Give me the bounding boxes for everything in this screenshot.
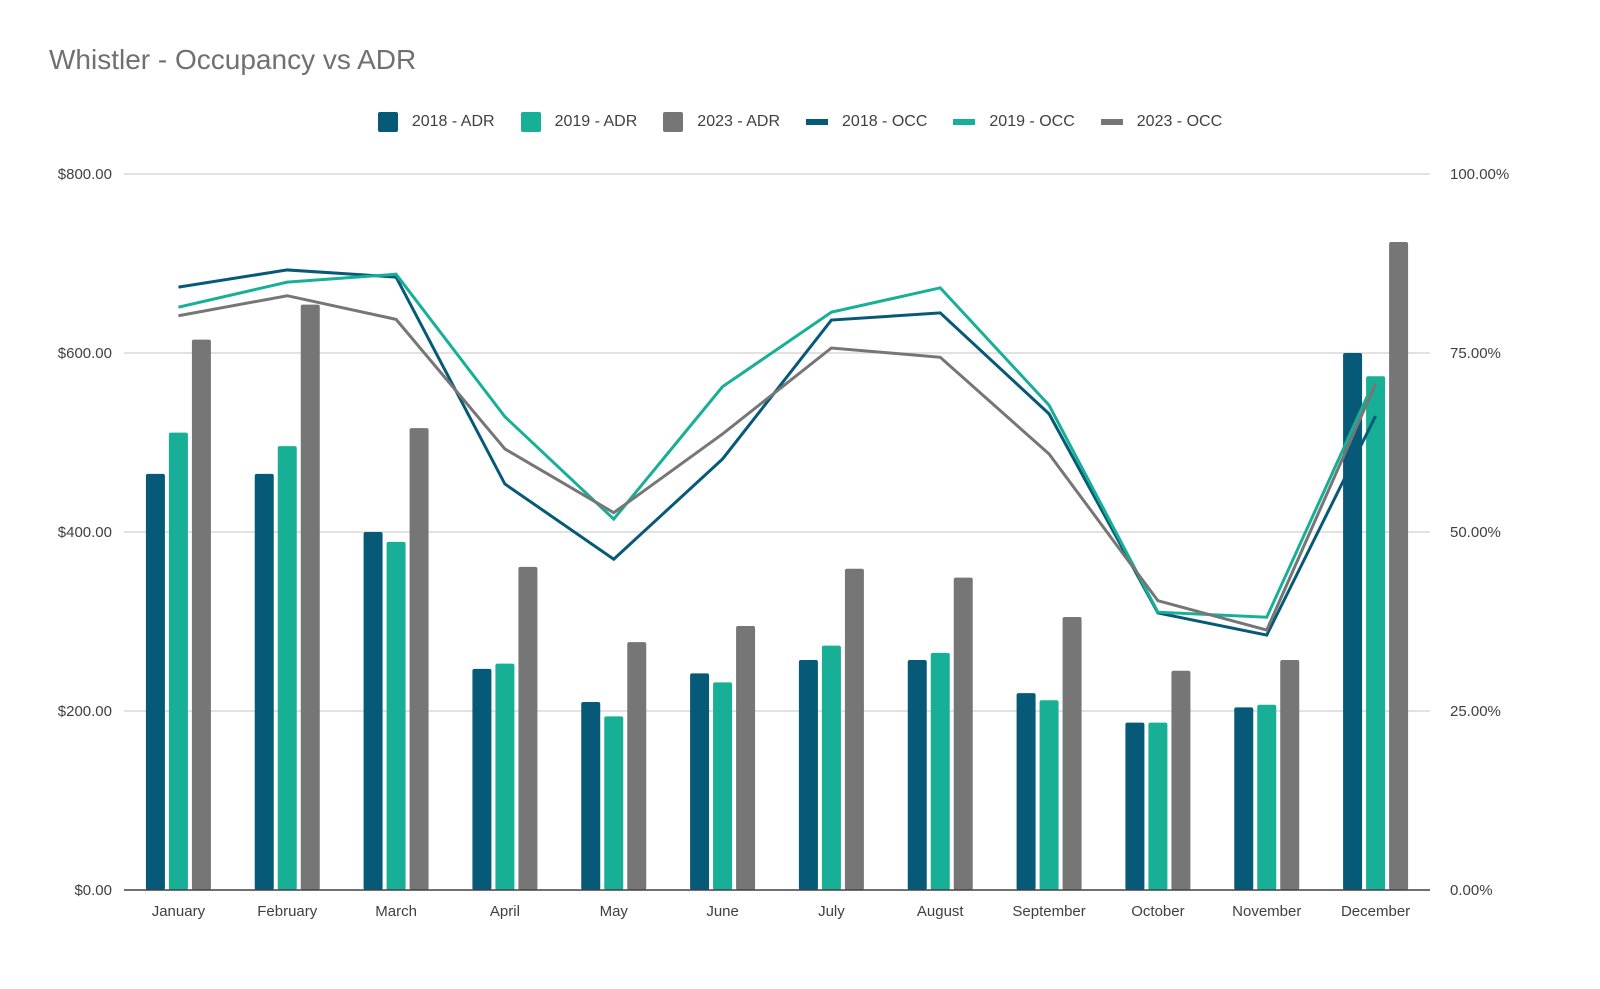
- legend-item-2018-occ: 2018 - OCC: [806, 112, 927, 132]
- lines: [178, 268, 1377, 637]
- bar-2019-adr-april: [495, 663, 515, 890]
- bar-2019-adr-november: [1257, 704, 1277, 890]
- bar-2023-adr-january: [191, 339, 211, 890]
- bar-2019-adr-december: [1366, 376, 1386, 890]
- bars: [145, 242, 1409, 890]
- legend: 2018 - ADR 2019 - ADR 2023 - ADR 2018 - …: [0, 112, 1600, 132]
- y-left-tick-label: $600.00: [58, 345, 112, 362]
- bar-2023-adr-july: [844, 568, 864, 890]
- legend-label: 2023 - ADR: [697, 113, 781, 130]
- y-right-tick-label: 100.00%: [1450, 166, 1509, 183]
- bar-2018-adr-april: [472, 668, 492, 890]
- bar-2023-adr-october: [1171, 670, 1191, 890]
- bar-2018-adr-november: [1234, 707, 1254, 890]
- legend-label: 2018 - OCC: [842, 113, 928, 130]
- y-right-tick-label: 0.00%: [1450, 882, 1493, 899]
- bar-2023-adr-june: [736, 625, 756, 890]
- bar-2023-adr-march: [409, 428, 429, 890]
- bar-2018-adr-december: [1343, 353, 1363, 890]
- legend-swatch: [953, 119, 976, 125]
- x-tick-label: October: [1131, 903, 1184, 920]
- x-tick-label: September: [1012, 903, 1085, 920]
- x-tick-label: November: [1232, 903, 1301, 920]
- legend-label: 2019 - OCC: [989, 113, 1075, 130]
- legend-swatch: [520, 112, 541, 132]
- bar-2023-adr-november: [1280, 659, 1300, 890]
- legend-swatch: [806, 119, 829, 125]
- bar-2018-adr-february: [254, 473, 274, 890]
- bar-2019-adr-june: [713, 682, 733, 890]
- legend-swatch: [1100, 119, 1123, 125]
- bar-2023-adr-may: [627, 642, 647, 890]
- line-2023-occ: [178, 294, 1377, 632]
- bar-2019-adr-july: [821, 645, 841, 890]
- y-right-tick-label: 75.00%: [1450, 345, 1501, 362]
- bar-2018-adr-march: [363, 532, 383, 890]
- bar-2023-adr-december: [1389, 242, 1409, 890]
- bar-2019-adr-september: [1039, 700, 1059, 890]
- bar-2023-adr-april: [518, 566, 538, 890]
- bar-2019-adr-january: [168, 432, 188, 890]
- gridlines: [124, 173, 1430, 712]
- chart-title: Whistler - Occupancy vs ADR: [49, 44, 417, 75]
- legend-swatch: [377, 112, 398, 132]
- x-tick-label: April: [490, 903, 520, 920]
- bar-2018-adr-august: [907, 659, 927, 890]
- x-tick-label: January: [152, 903, 206, 920]
- bar-2019-adr-october: [1148, 722, 1168, 890]
- bar-2019-adr-august: [930, 652, 950, 890]
- x-tick-label: March: [375, 903, 417, 920]
- bar-2018-adr-may: [581, 702, 601, 890]
- bar-2023-adr-february: [300, 304, 320, 890]
- legend-label: 2018 - ADR: [411, 113, 495, 130]
- legend-label: 2019 - ADR: [554, 113, 638, 130]
- legend-item-2023-adr: 2023 - ADR: [663, 112, 780, 132]
- bar-2019-adr-may: [604, 716, 624, 890]
- legend-item-2019-adr: 2019 - ADR: [520, 112, 638, 132]
- legend-item-2019-occ: 2019 - OCC: [953, 112, 1075, 132]
- line-2018-occ: [178, 268, 1377, 637]
- bar-2019-adr-february: [277, 446, 297, 890]
- bar-2018-adr-june: [690, 673, 710, 890]
- bar-2018-adr-october: [1125, 722, 1145, 890]
- legend-item-2018-adr: 2018 - ADR: [377, 112, 495, 132]
- axes: $0.00 0.00% $200.00 25.00% $400.00 50.00% $600…: [58, 166, 1509, 920]
- y-left-tick-label: $800.00: [58, 166, 112, 183]
- bar-2018-adr-july: [798, 659, 818, 890]
- bar-2018-adr-september: [1016, 693, 1036, 890]
- x-tick-label: February: [257, 903, 318, 920]
- line-2019-occ: [178, 272, 1377, 619]
- bar-2023-adr-september: [1062, 617, 1082, 890]
- y-left-tick-label: $200.00: [58, 703, 112, 720]
- bar-2019-adr-march: [386, 541, 406, 890]
- y-right-tick-label: 50.00%: [1450, 524, 1501, 541]
- y-right-tick-label: 25.00%: [1450, 703, 1501, 720]
- x-tick-label: May: [600, 903, 629, 920]
- bar-2018-adr-january: [145, 473, 165, 890]
- legend-item-2023-occ: 2023 - OCC: [1100, 112, 1223, 132]
- bar-2023-adr-august: [953, 577, 973, 890]
- legend-label: 2023 - OCC: [1136, 113, 1223, 130]
- x-tick-label: August: [917, 903, 965, 920]
- legend-swatch: [663, 112, 684, 132]
- x-tick-label: June: [706, 903, 739, 920]
- y-left-tick-label: $0.00: [74, 882, 112, 899]
- x-tick-label: July: [818, 903, 845, 920]
- y-left-tick-label: $400.00: [58, 524, 112, 541]
- x-tick-label: December: [1341, 903, 1410, 920]
